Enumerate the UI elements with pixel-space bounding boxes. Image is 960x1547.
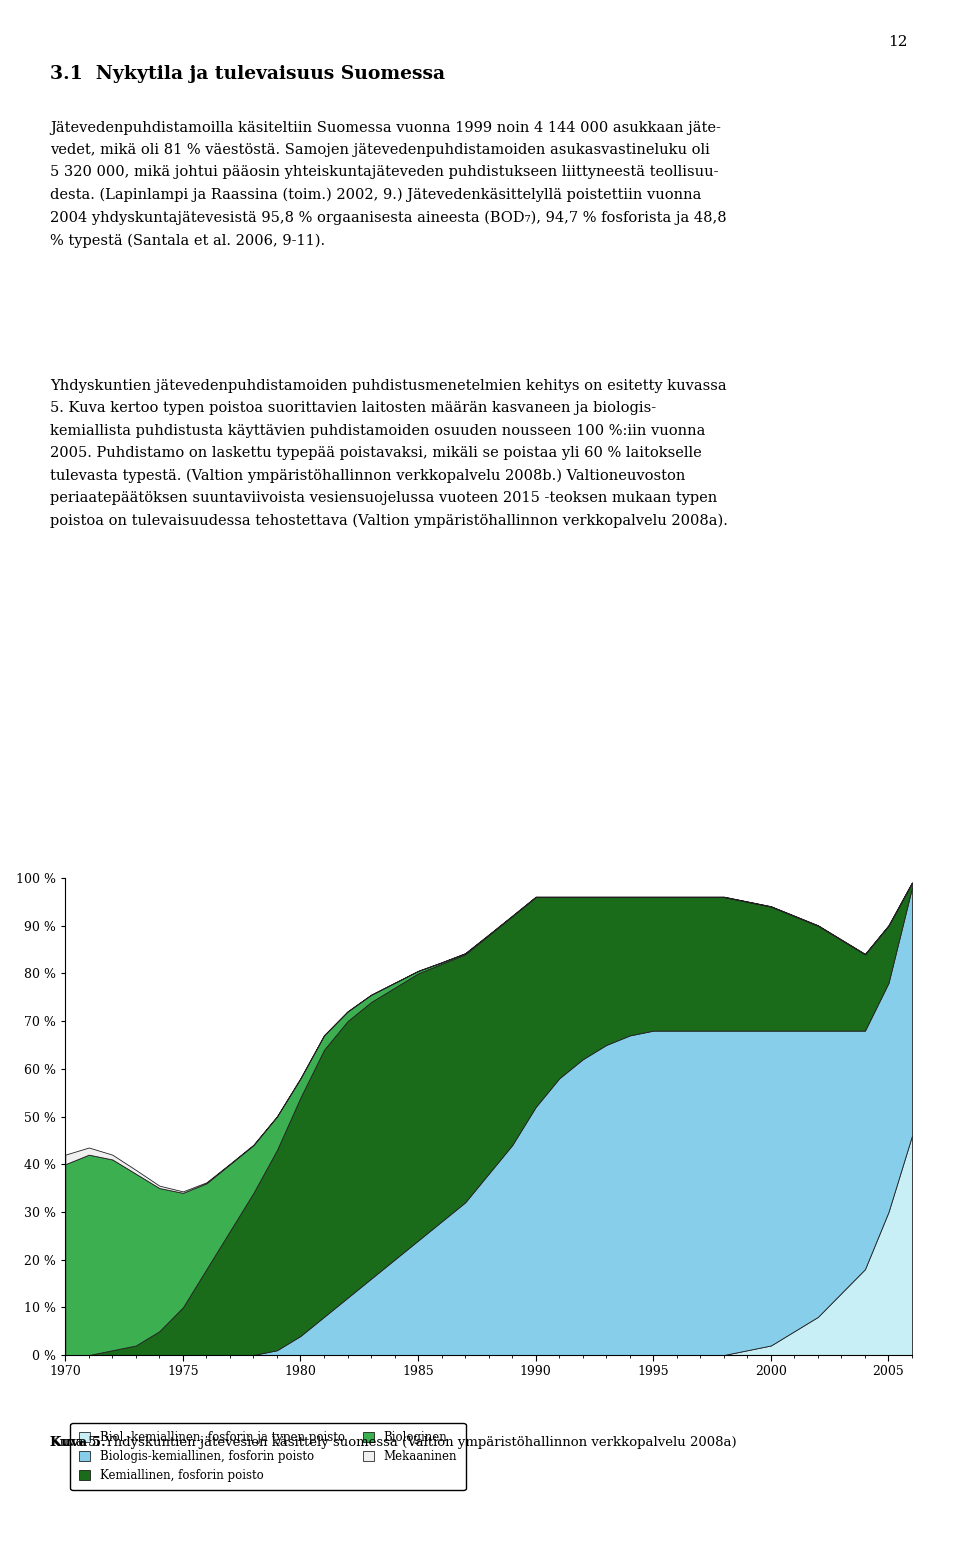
Text: 3.1  Nykytila ja tulevaisuus Suomessa: 3.1 Nykytila ja tulevaisuus Suomessa <box>50 65 444 84</box>
Legend: Biol.-kemiallinen, fosforin ja typen poisto, Biologis-kemiallinen, fosforin pois: Biol.-kemiallinen, fosforin ja typen poi… <box>70 1423 466 1490</box>
Text: Yhdyskuntien jätevedenpuhdistamoiden puhdistusmenetelmien kehitys on esitetty ku: Yhdyskuntien jätevedenpuhdistamoiden puh… <box>50 379 728 528</box>
Text: Kuva 5.: Kuva 5. <box>50 1436 106 1448</box>
Text: Kuva 5. Yhdyskuntien jätevesien käsittely suomessa (Valtion ympäristöhallinnon v: Kuva 5. Yhdyskuntien jätevesien käsittel… <box>50 1436 736 1448</box>
Text: 12: 12 <box>888 34 907 50</box>
Text: Jätevedenpuhdistamoilla käsiteltiin Suomessa vuonna 1999 noin 4 144 000 asukkaan: Jätevedenpuhdistamoilla käsiteltiin Suom… <box>50 121 727 248</box>
